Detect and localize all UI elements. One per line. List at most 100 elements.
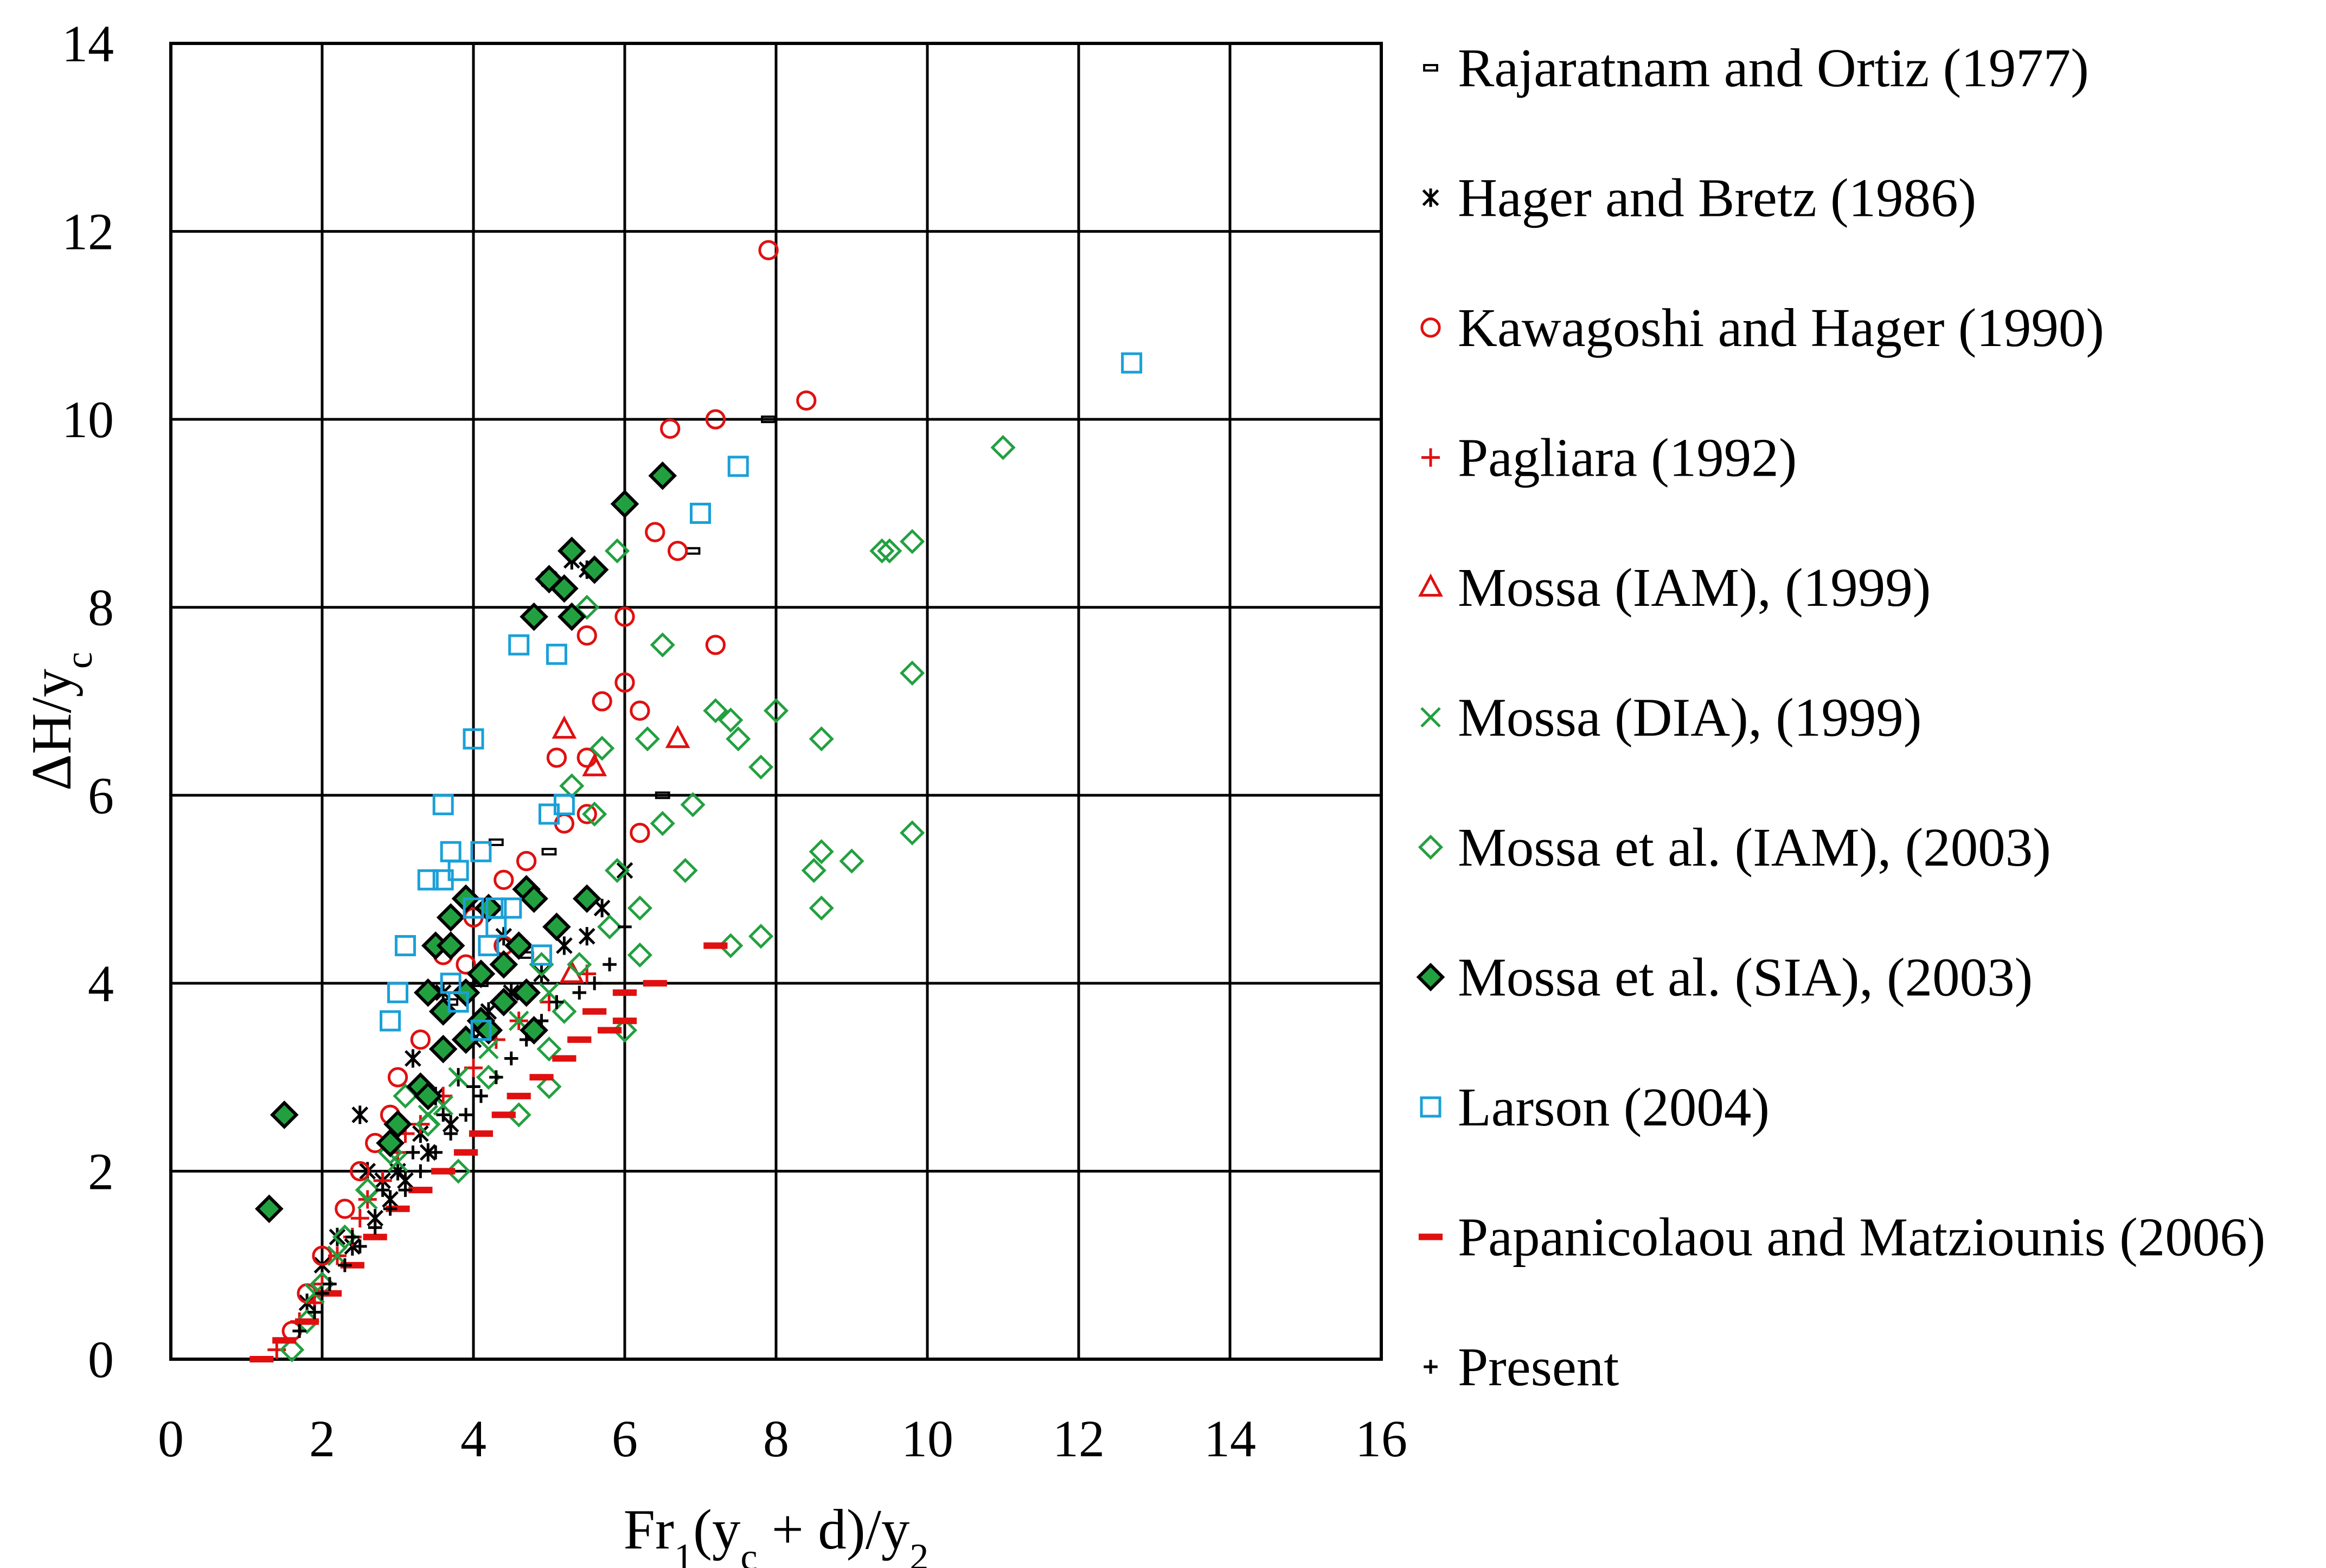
data-point — [610, 489, 639, 519]
x-tick-label: 14 — [1204, 1410, 1256, 1468]
data-point — [612, 989, 637, 996]
data-point — [270, 1100, 299, 1129]
series-7 — [255, 461, 677, 1224]
data-point — [380, 1010, 401, 1032]
legend-item: Mossa (IAM), (1999) — [1418, 557, 1931, 618]
data-point — [491, 1111, 516, 1118]
data-point — [614, 606, 635, 627]
data-point — [451, 1025, 480, 1054]
data-point — [900, 660, 925, 686]
data-point — [645, 522, 665, 542]
data-point — [758, 240, 779, 260]
data-point — [432, 794, 454, 816]
data-point — [748, 754, 774, 780]
data-point — [542, 912, 571, 942]
data-point — [539, 982, 560, 1003]
data-point — [363, 1233, 387, 1240]
data-point — [650, 632, 675, 658]
data-point — [809, 839, 834, 865]
data-point — [839, 848, 864, 874]
series-3 — [267, 964, 597, 1359]
data-point — [383, 1110, 412, 1139]
legend-item: Rajaratnam and Ortiz (1977) — [1423, 37, 2089, 98]
y-tick-label: 4 — [88, 955, 114, 1013]
data-point — [576, 804, 597, 824]
data-point — [436, 903, 465, 932]
legend-marker — [1422, 188, 1439, 207]
data-point — [618, 920, 632, 934]
data-point — [572, 985, 587, 1000]
y-tick-label: 2 — [88, 1142, 114, 1200]
data-point — [529, 1074, 554, 1081]
data-point — [447, 860, 469, 881]
data-point — [612, 1017, 637, 1025]
data-point — [413, 1081, 443, 1111]
data-point — [705, 409, 726, 430]
data-point — [350, 1209, 369, 1228]
legend-marker — [1423, 64, 1438, 72]
data-point — [415, 1111, 441, 1137]
x-tick-label: 8 — [763, 1410, 789, 1468]
data-point — [466, 1079, 480, 1094]
data-point — [386, 1205, 410, 1212]
data-point — [655, 791, 670, 799]
data-point — [726, 726, 751, 752]
data-point — [598, 1027, 622, 1034]
data-point — [582, 801, 607, 827]
data-point — [582, 753, 607, 777]
data-point — [900, 820, 925, 846]
data-point — [474, 1089, 488, 1103]
data-point — [345, 1230, 360, 1244]
data-point — [408, 1187, 433, 1194]
data-point — [470, 841, 492, 862]
x-axis-title: Fr1(yc + d)/y2 — [624, 1497, 929, 1568]
data-point — [672, 857, 698, 883]
data-point — [428, 1145, 443, 1160]
data-point — [612, 1017, 638, 1043]
data-point — [574, 594, 600, 620]
data-point — [576, 625, 597, 646]
data-point — [417, 869, 439, 891]
data-point — [650, 811, 675, 836]
data-point — [529, 952, 554, 977]
legend-marker — [1418, 1233, 1443, 1240]
legend-marker — [1421, 448, 1440, 467]
data-point — [453, 1149, 478, 1156]
data-point — [546, 747, 567, 768]
data-point — [387, 1067, 408, 1087]
y-tick-label: 0 — [88, 1330, 114, 1388]
data-point — [616, 861, 633, 880]
data-point — [428, 1034, 458, 1064]
data-point — [643, 980, 667, 987]
data-point — [394, 935, 416, 957]
data-point — [295, 1318, 319, 1325]
x-tick-label: 10 — [901, 1410, 953, 1468]
y-tick-label: 14 — [62, 15, 114, 73]
data-point — [448, 1067, 469, 1087]
data-point — [504, 931, 534, 960]
x-tick-labels: 0 2 4 6 8 10 12 14 16 — [158, 1410, 1407, 1468]
data-point — [580, 555, 609, 584]
data-point — [680, 792, 706, 817]
data-point — [556, 936, 573, 955]
y-tick-label: 12 — [62, 203, 114, 261]
data-point — [534, 1014, 549, 1028]
data-point — [748, 924, 774, 949]
data-point — [478, 1039, 499, 1059]
data-point — [578, 927, 595, 946]
data-point — [552, 1055, 576, 1062]
data-point — [572, 884, 601, 913]
data-point — [292, 1324, 306, 1338]
data-point — [485, 916, 507, 938]
data-point — [990, 435, 1016, 460]
data-point — [549, 995, 564, 1009]
data-point — [685, 547, 701, 555]
legend-item: Present — [1424, 1336, 1619, 1397]
data-point — [317, 1290, 342, 1297]
data-point — [387, 982, 408, 1003]
legend-item: Mossa (DIA), (1999) — [1420, 687, 1922, 748]
data-point — [761, 415, 776, 424]
data-point — [541, 848, 557, 856]
data-point — [559, 773, 585, 799]
